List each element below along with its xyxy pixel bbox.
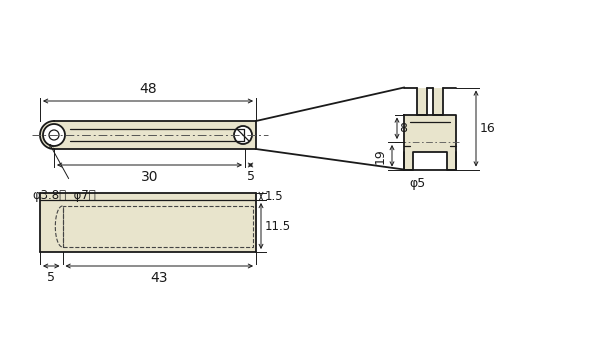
Circle shape (43, 124, 65, 146)
Text: 5: 5 (47, 271, 55, 284)
Bar (404, 115, 456, 169)
Circle shape (49, 130, 59, 140)
Text: 16: 16 (480, 122, 496, 135)
Text: 30: 30 (141, 170, 158, 184)
Text: 11.5: 11.5 (265, 219, 291, 233)
Wedge shape (40, 121, 54, 149)
Bar (62, 206, 253, 247)
Bar (413, 152, 447, 169)
Text: 1.5: 1.5 (265, 190, 284, 203)
Bar (433, 87, 443, 115)
Text: 48: 48 (139, 82, 157, 96)
Circle shape (234, 126, 252, 144)
Text: 5: 5 (247, 170, 254, 183)
Bar (40, 193, 256, 252)
Text: 43: 43 (151, 271, 168, 285)
Bar (417, 87, 427, 115)
Text: φ3.8穴  φ7皿: φ3.8穴 φ7皿 (33, 189, 96, 202)
Text: φ5: φ5 (409, 177, 425, 190)
Bar (54, 121, 256, 149)
Text: 8: 8 (399, 122, 407, 135)
Text: 19: 19 (374, 148, 387, 164)
